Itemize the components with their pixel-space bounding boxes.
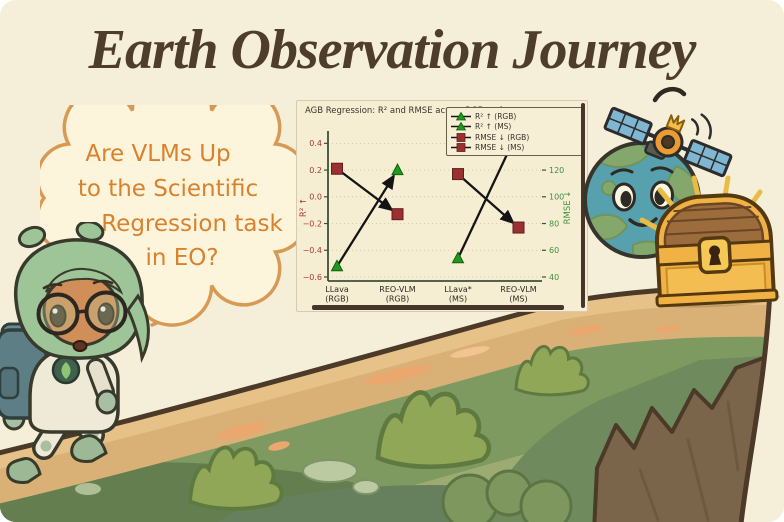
square-marker [391, 208, 404, 221]
pigtails [17, 222, 105, 249]
right-tick-label: 80 [549, 219, 559, 228]
head [14, 238, 150, 364]
cliff-right-outline [738, 285, 773, 522]
satellite [603, 106, 733, 178]
x-tick-label: LLava (RGB) [325, 285, 349, 304]
bangs [45, 267, 124, 295]
front-boot [70, 434, 108, 463]
chest-emblem [51, 355, 81, 385]
chart-legend: R² ↑ (RGB) R² ↑ (MS) RMSE ↓ (RGB) RMSE ↓ (M… [446, 107, 584, 156]
legend-label: RMSE ↓ (MS) [475, 143, 525, 153]
motion-squiggle [652, 86, 687, 103]
bubble-line-4: in EO? [145, 245, 218, 271]
right-tick-label: 120 [549, 166, 564, 175]
connector-arrow [336, 174, 395, 267]
legend-entry: R² ↑ (RGB) [451, 111, 579, 122]
legend-entry: RMSE ↓ (RGB) [451, 132, 579, 143]
treasure-chest [655, 193, 781, 308]
solar-panel-left [603, 106, 653, 145]
triangle-marker [451, 251, 465, 264]
explorer-character [0, 222, 150, 484]
signal-arc [700, 113, 712, 140]
x-tick-label: REO-VLM (MS) [500, 285, 536, 304]
back-boot [6, 457, 42, 484]
left-tick-label: 0.0 [309, 193, 322, 202]
cliff-streaks [638, 400, 740, 522]
left-tick-label: −0.6 [303, 273, 322, 282]
chart-title: AGB Regression: R² and RMSE across RGB a… [305, 106, 503, 116]
signal-arc [690, 118, 700, 136]
legend-triangle-icon [451, 122, 471, 131]
legend-entry: RMSE ↓ (MS) [451, 143, 579, 154]
right-axis-label: RMSE ↓ [563, 191, 573, 225]
bubble-line-2: to the Scientific [78, 176, 258, 202]
square-marker [512, 221, 525, 234]
right-tick-label: 40 [549, 273, 559, 282]
chest-base-trim [655, 288, 779, 308]
hair-strand [126, 293, 150, 364]
regression-chart: 0.4 0.2 0.0 −0.2 −0.4 −0.6 120 100 80 60 40 LLava (R… [299, 122, 573, 304]
satellite-antenna-crown [665, 114, 686, 133]
legend-square-icon [451, 143, 471, 153]
left-tick-label: 0.4 [309, 139, 322, 148]
legend-label: RMSE ↓ (RGB) [475, 132, 530, 142]
bubble-line-3: Regression task [101, 211, 283, 237]
dirt-patches [216, 325, 680, 451]
round-bushes [441, 469, 573, 522]
left-tick-label: 0.2 [309, 166, 322, 175]
front-arm [86, 358, 119, 415]
chest-planks [665, 206, 762, 236]
chart-shadow-right [581, 103, 585, 308]
right-tick-label: 60 [549, 246, 559, 255]
chest-lid-wood [663, 202, 765, 248]
left-tick-label: −0.2 [303, 219, 322, 228]
square-marker [452, 168, 464, 181]
x-tick-label: REO-VLM (RGB) [379, 285, 415, 304]
x-tick-label: LLava* (MS) [444, 285, 471, 304]
glasses-lens [84, 290, 128, 334]
bubble-line-1: Are VLMs Up [85, 141, 230, 167]
glasses-lens [36, 292, 80, 336]
left-tick-label: −0.4 [303, 246, 322, 255]
square-marker [331, 162, 343, 175]
solar-panel-right [683, 139, 733, 178]
stones [75, 459, 380, 495]
triangle-marker [330, 259, 344, 272]
connector-arrow [456, 134, 517, 259]
connector-arrow [457, 173, 515, 225]
chart-shadow-bottom [312, 305, 564, 310]
right-tick-label: 100 [549, 193, 564, 202]
mouth [72, 340, 88, 352]
triangle-marker [391, 163, 404, 176]
eyebrow [42, 283, 63, 290]
knee-pad [40, 440, 52, 452]
chart-panel: 0.4 0.2 0.0 −0.2 −0.4 −0.6 120 100 80 60 40 LLava (R… [296, 100, 588, 312]
legend-label: R² ↑ (RGB) [475, 111, 517, 121]
eyebrow [92, 279, 114, 285]
glasses-bridge [76, 309, 88, 314]
legend-entry: R² ↑ (MS) [451, 122, 579, 133]
left-axis-label: R² ↑ [299, 198, 309, 217]
legend-label: R² ↑ (MS) [475, 122, 512, 132]
connector-arrow [336, 167, 394, 212]
legend-triangle-icon [451, 111, 471, 121]
legend-square-icon [451, 132, 471, 142]
page-title: Earth Observation Journey [88, 19, 697, 81]
